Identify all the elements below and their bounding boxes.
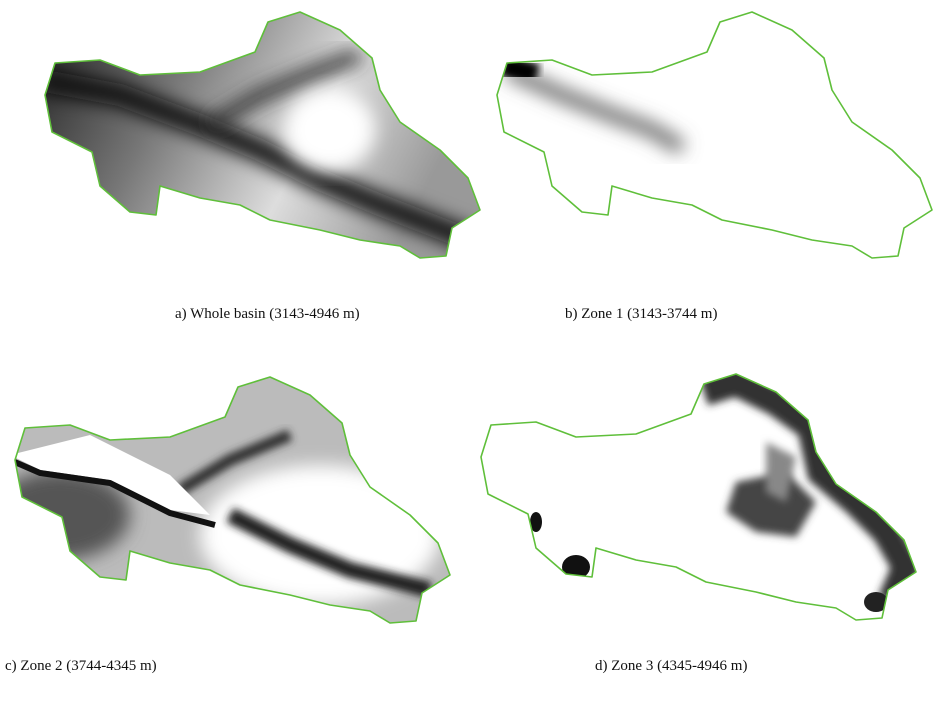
panel-c: [0, 377, 450, 623]
panel-b: [497, 12, 932, 258]
panel-d: [481, 374, 916, 620]
caption: a) Whole basin (3143-4946 m): [175, 306, 360, 322]
caption: c) Zone 2 (3744-4345 m): [5, 658, 157, 674]
caption: d) Zone 3 (4345-4946 m): [595, 658, 747, 674]
figure: a) Whole basin (3143-4946 m) b) Zone 1 (…: [0, 0, 936, 703]
caption: b) Zone 1 (3143-3744 m): [565, 306, 717, 322]
panel-a: [40, 12, 480, 258]
